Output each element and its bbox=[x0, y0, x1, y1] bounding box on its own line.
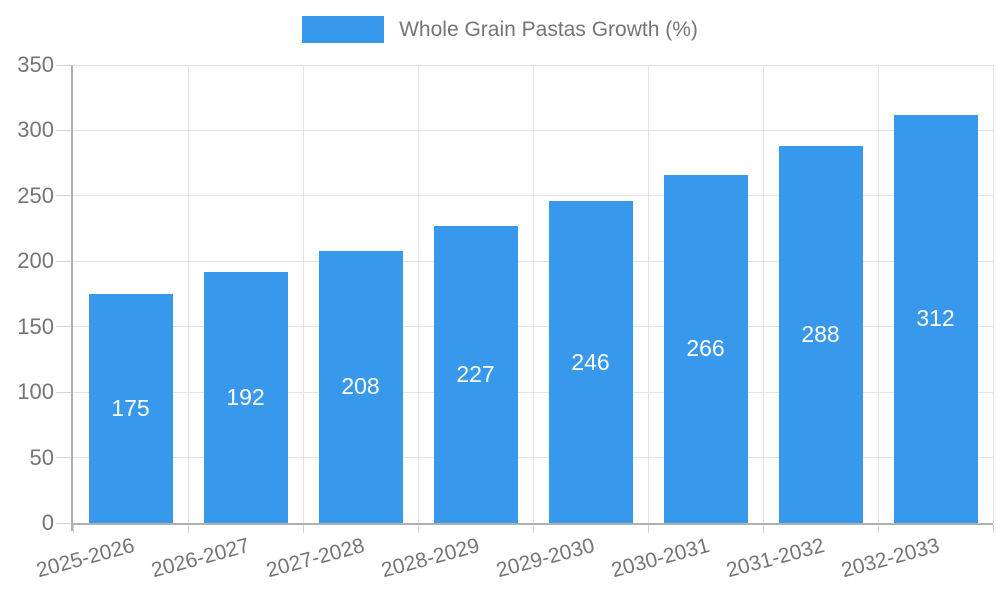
legend-swatch bbox=[302, 16, 385, 43]
y-tick bbox=[56, 260, 73, 262]
bar: 175 bbox=[88, 294, 173, 523]
bar-value-label: 192 bbox=[226, 383, 265, 410]
x-gridline bbox=[877, 65, 879, 523]
y-tick bbox=[56, 457, 73, 459]
x-tick bbox=[72, 525, 74, 533]
x-tick bbox=[762, 525, 764, 533]
y-tick-label: 300 bbox=[17, 117, 54, 143]
y-axis-line bbox=[71, 65, 73, 531]
bar-value-label: 246 bbox=[571, 348, 610, 375]
x-gridline bbox=[762, 65, 764, 523]
y-tick-label: 350 bbox=[17, 52, 54, 77]
x-tick bbox=[187, 525, 189, 533]
x-tick bbox=[417, 525, 419, 533]
bar-value-label: 208 bbox=[341, 373, 380, 400]
y-tick-label: 0 bbox=[41, 510, 54, 535]
legend-label: Whole Grain Pastas Growth (%) bbox=[399, 17, 698, 41]
bar: 192 bbox=[203, 271, 288, 523]
legend[interactable]: Whole Grain Pastas Growth (%) bbox=[0, 16, 1000, 43]
y-tick-label: 250 bbox=[17, 182, 54, 208]
y-tick-label: 100 bbox=[17, 379, 54, 405]
x-tick bbox=[992, 525, 994, 533]
bar-value-label: 288 bbox=[801, 321, 840, 348]
x-gridline bbox=[647, 65, 649, 523]
x-tick bbox=[532, 525, 534, 533]
y-tick bbox=[56, 522, 73, 524]
bar: 288 bbox=[778, 146, 863, 523]
y-tick-label: 150 bbox=[17, 313, 54, 339]
y-tick bbox=[56, 64, 73, 66]
bar: 312 bbox=[893, 114, 978, 523]
bar-value-label: 312 bbox=[916, 305, 955, 332]
y-tick bbox=[56, 391, 73, 393]
x-gridline bbox=[302, 65, 304, 523]
bar: 227 bbox=[433, 225, 518, 523]
x-gridline bbox=[187, 65, 189, 523]
x-tick bbox=[302, 525, 304, 533]
bar: 266 bbox=[663, 174, 748, 523]
x-gridline bbox=[532, 65, 534, 523]
bar: 246 bbox=[548, 201, 633, 523]
y-tick bbox=[56, 195, 73, 197]
x-gridline bbox=[417, 65, 419, 523]
bar-value-label: 175 bbox=[111, 395, 150, 421]
x-tick bbox=[647, 525, 649, 533]
y-tick bbox=[56, 129, 73, 131]
bar: 208 bbox=[318, 250, 403, 523]
x-tick bbox=[877, 525, 879, 533]
bar-value-label: 227 bbox=[456, 360, 495, 387]
y-tick-label: 50 bbox=[29, 444, 54, 470]
x-gridline bbox=[992, 65, 994, 523]
y-tick bbox=[56, 326, 73, 328]
y-tick-label: 200 bbox=[17, 248, 54, 274]
bar-value-label: 266 bbox=[686, 335, 725, 362]
x-axis-line bbox=[71, 523, 993, 525]
